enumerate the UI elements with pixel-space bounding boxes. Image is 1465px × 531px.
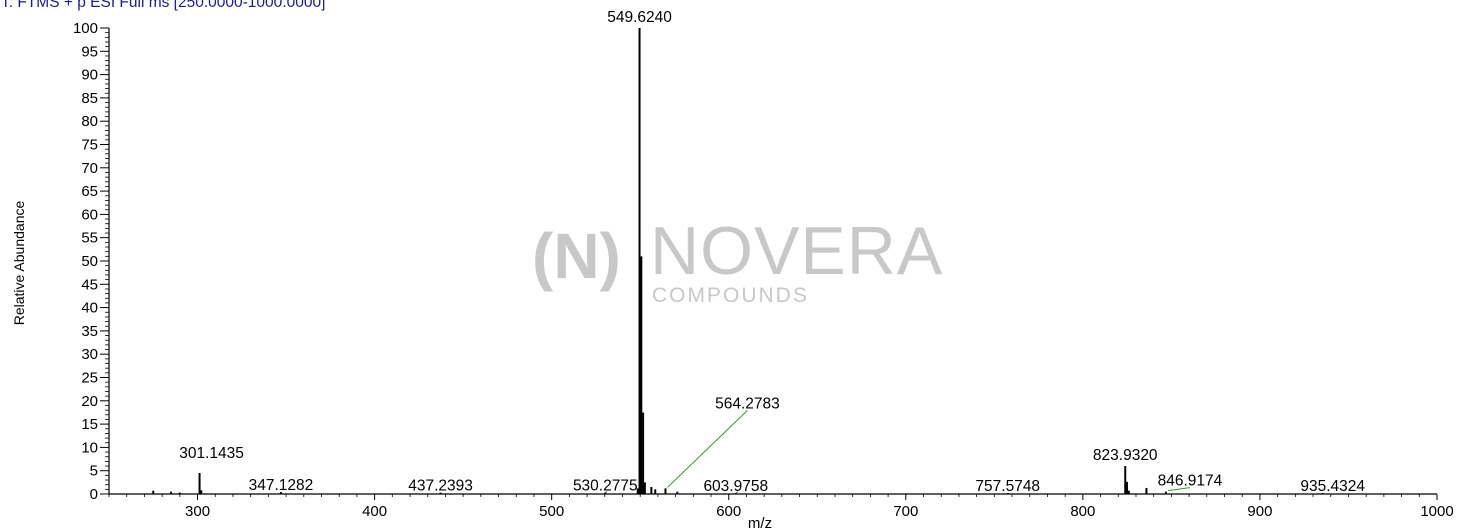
x-tick-label: 700 xyxy=(893,503,918,520)
y-tick-label: 0 xyxy=(90,486,98,503)
peak-label: 549.6240 xyxy=(607,9,672,26)
y-tick-label: 25 xyxy=(81,370,98,387)
peak-label: 603.9758 xyxy=(703,478,768,495)
peak-label: 437.2393 xyxy=(408,478,473,495)
x-axis-title: m/z xyxy=(748,515,772,531)
y-tick-label: 40 xyxy=(81,300,98,317)
y-axis-title: Relative Abundance xyxy=(11,201,27,326)
y-tick-label: 30 xyxy=(81,346,98,363)
peak-label: 301.1435 xyxy=(179,445,244,462)
x-tick-label: 600 xyxy=(716,503,741,520)
peak-label: 564.2783 xyxy=(715,395,780,412)
y-tick-label: 80 xyxy=(81,113,98,130)
y-tick-label: 70 xyxy=(81,160,98,177)
y-tick-label: 65 xyxy=(81,183,98,200)
y-tick-label: 55 xyxy=(81,230,98,247)
y-tick-label: 50 xyxy=(81,253,98,270)
y-tick-label: 10 xyxy=(81,439,98,456)
y-tick-label: 35 xyxy=(81,323,98,340)
peak-label: 530.2775 xyxy=(573,478,638,495)
y-tick-label: 85 xyxy=(81,90,98,107)
peak-label: 935.4324 xyxy=(1300,478,1365,495)
x-tick-label: 300 xyxy=(185,503,210,520)
x-tick-label: 500 xyxy=(539,503,564,520)
peak-label: 347.1282 xyxy=(249,477,314,494)
x-tick-label: 400 xyxy=(362,503,387,520)
peak-label: 846.9174 xyxy=(1158,473,1223,490)
peak-label-leader xyxy=(605,491,608,494)
peak-label: 823.9320 xyxy=(1093,447,1158,464)
y-tick-label: 20 xyxy=(81,393,98,410)
scan-header: T: FTMS + p ESI Full ms [250.0000-1000.0… xyxy=(1,0,326,11)
peak-label-leader xyxy=(1167,487,1191,492)
y-tick-label: 5 xyxy=(90,463,98,480)
x-tick-label: 900 xyxy=(1247,503,1272,520)
y-tick-label: 95 xyxy=(81,43,98,60)
y-tick-label: 75 xyxy=(81,137,98,154)
x-tick-label: 1000 xyxy=(1420,503,1453,520)
y-tick-label: 100 xyxy=(73,20,98,37)
peak-label: 757.5748 xyxy=(975,478,1040,495)
y-tick-label: 60 xyxy=(81,206,98,223)
y-tick-label: 45 xyxy=(81,276,98,293)
peak-label-leader xyxy=(667,410,748,488)
peak-label-leader xyxy=(735,491,738,494)
x-tick-label: 800 xyxy=(1070,503,1095,520)
y-tick-label: 90 xyxy=(81,67,98,84)
y-tick-label: 15 xyxy=(81,416,98,433)
